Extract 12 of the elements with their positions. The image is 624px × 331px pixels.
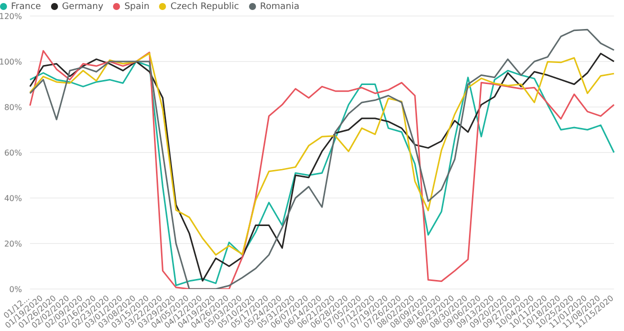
y-tick-label: 120% xyxy=(0,12,22,21)
y-tick-label: 60% xyxy=(4,148,22,158)
legend-label: Romania xyxy=(260,2,300,12)
legend-label: Spain xyxy=(124,2,150,12)
legend-label: Germany xyxy=(62,2,104,12)
y-tick-label: 20% xyxy=(4,239,22,248)
y-tick-label: 40% xyxy=(4,194,22,203)
y-tick-label: 100% xyxy=(0,57,22,66)
y-tick-label: 0% xyxy=(9,284,22,294)
y-tick-label: 80% xyxy=(4,102,22,112)
legend-label: France xyxy=(11,2,41,12)
legend-label: Czech Republic xyxy=(170,2,239,12)
